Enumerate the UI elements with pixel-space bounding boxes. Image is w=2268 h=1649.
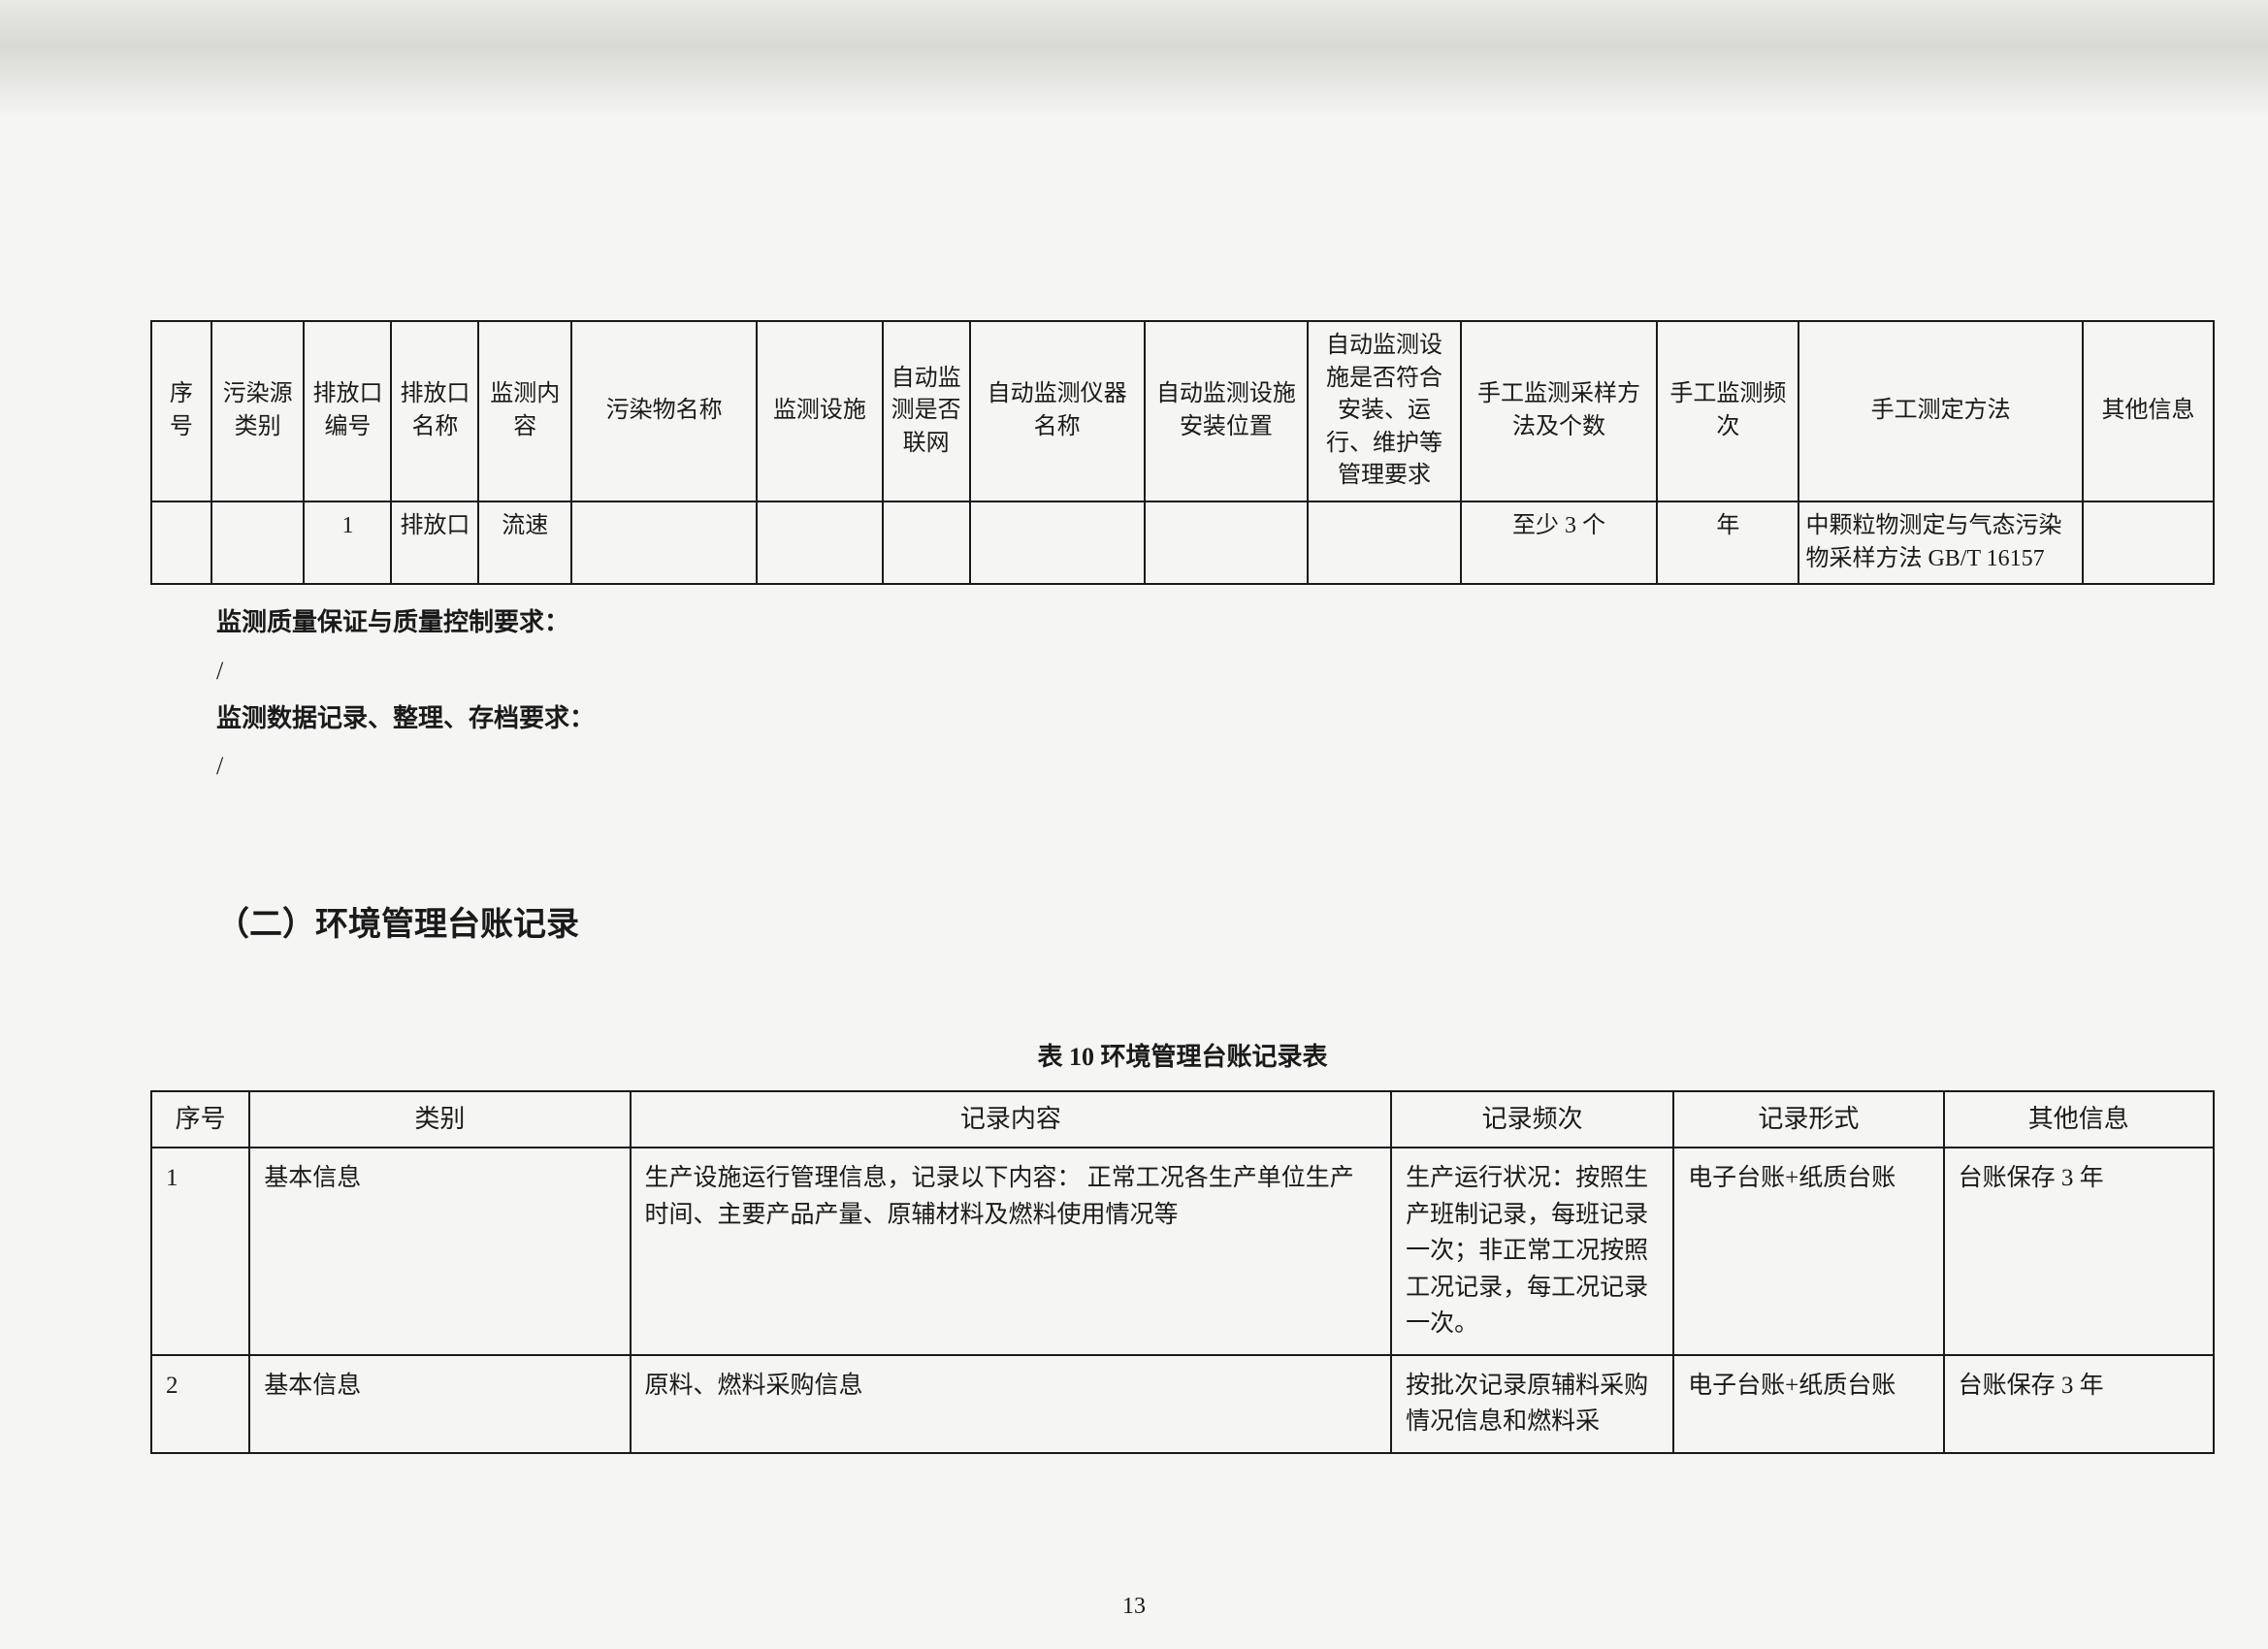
col-auto-install-loc: 自动监测设施安装位置: [1145, 321, 1309, 501]
col-manual-freq: 手工监测频次: [1657, 321, 1798, 501]
cell-manual-method-count: 至少 3 个: [1461, 501, 1657, 584]
col-outlet-name: 排放口名称: [391, 321, 478, 501]
qa-control-title: 监测质量保证与质量控制要求：: [216, 598, 2215, 646]
col-source-category: 污染源类别: [211, 321, 305, 501]
cell-manual-measure-method: 中颗粒物测定与气态污染物采样方法 GB/T 16157: [1798, 501, 2082, 584]
table-row: 1 基本信息 生产设施运行管理信息，记录以下内容： 正常工况各生产单位生产时间、…: [151, 1148, 2214, 1355]
cell-seq: [151, 501, 211, 584]
table-header-row: 序号 类别 记录内容 记录频次 记录形式 其他信息: [151, 1091, 2214, 1148]
col-manual-measure-method: 手工测定方法: [1798, 321, 2082, 501]
cell-form: 电子台账+纸质台账: [1673, 1148, 1943, 1355]
col-auto-compliance: 自动监测设施是否符合安装、运行、维护等管理要求: [1308, 321, 1460, 501]
cell-seq: 2: [151, 1355, 249, 1453]
qa-control-value: /: [216, 647, 2215, 695]
col-category: 类别: [249, 1091, 630, 1148]
cell-auto-install-loc: [1145, 501, 1309, 584]
table-header-row: 序号 污染源类别 排放口编号 排放口名称 监测内容 污染物名称 监测设施 自动监…: [151, 321, 2214, 501]
cell-category: 基本信息: [249, 1355, 630, 1453]
col-auto-networked: 自动监测是否联网: [883, 321, 970, 501]
col-auto-instrument: 自动监测仪器名称: [970, 321, 1145, 501]
table-row: 1 排放口 流速 至少 3 个 年 中颗粒物测定与气态污染物采样方法 GB/T …: [151, 501, 2214, 584]
table-row: 2 基本信息 原料、燃料采购信息 按批次记录原辅料采购情况信息和燃料采 电子台账…: [151, 1355, 2214, 1453]
data-record-title: 监测数据记录、整理、存档要求：: [216, 695, 2215, 742]
cell-category: 基本信息: [249, 1148, 630, 1355]
col-other: 其他信息: [1944, 1091, 2214, 1148]
col-monitor-facility: 监测设施: [757, 321, 882, 501]
cell-other: 台账保存 3 年: [1944, 1148, 2214, 1355]
col-seq: 序号: [151, 1091, 249, 1148]
col-other: 其他信息: [2083, 321, 2214, 501]
col-monitor-content: 监测内容: [478, 321, 571, 501]
col-seq: 序号: [151, 321, 211, 501]
section-heading: （二）环境管理台账记录: [216, 897, 2215, 945]
page-number: 13: [0, 1594, 2268, 1620]
cell-manual-freq: 年: [1657, 501, 1798, 584]
cell-monitor-facility: [757, 501, 882, 584]
cell-content: 原料、燃料采购信息: [631, 1355, 1392, 1453]
cell-content: 生产设施运行管理信息，记录以下内容： 正常工况各生产单位生产时间、主要产品产量、…: [631, 1148, 1392, 1355]
col-form: 记录形式: [1673, 1091, 1943, 1148]
cell-auto-compliance: [1308, 501, 1460, 584]
cell-pollutant-name: [571, 501, 757, 584]
col-outlet-no: 排放口编号: [304, 321, 391, 501]
scan-top-shadow: [0, 0, 2268, 116]
cell-freq: 生产运行状况：按照生产班制记录，每班记录一次；非正常工况按照工况记录，每工况记录…: [1391, 1148, 1673, 1355]
col-manual-method-count: 手工监测采样方法及个数: [1461, 321, 1657, 501]
cell-form: 电子台账+纸质台账: [1673, 1355, 1943, 1453]
cell-other: [2083, 501, 2214, 584]
cell-outlet-no: 1: [304, 501, 391, 584]
cell-seq: 1: [151, 1148, 249, 1355]
page-content: 序号 污染源类别 排放口编号 排放口名称 监测内容 污染物名称 监测设施 自动监…: [150, 320, 2215, 1454]
notes-block: 监测质量保证与质量控制要求： / 监测数据记录、整理、存档要求： /: [216, 598, 2215, 791]
ledger-table: 序号 类别 记录内容 记录频次 记录形式 其他信息 1 基本信息 生产设施运行管…: [150, 1090, 2215, 1454]
col-pollutant-name: 污染物名称: [571, 321, 757, 501]
cell-other: 台账保存 3 年: [1944, 1355, 2214, 1453]
monitoring-table: 序号 污染源类别 排放口编号 排放口名称 监测内容 污染物名称 监测设施 自动监…: [150, 320, 2215, 585]
cell-outlet-name: 排放口: [391, 501, 478, 584]
col-freq: 记录频次: [1391, 1091, 1673, 1148]
table2-caption: 表 10 环境管理台账记录表: [150, 1037, 2215, 1073]
cell-monitor-content: 流速: [478, 501, 571, 584]
data-record-value: /: [216, 742, 2215, 790]
cell-source-category: [211, 501, 305, 584]
col-content: 记录内容: [631, 1091, 1392, 1148]
cell-auto-networked: [883, 501, 970, 584]
cell-auto-instrument: [970, 501, 1145, 584]
cell-freq: 按批次记录原辅料采购情况信息和燃料采: [1391, 1355, 1673, 1453]
